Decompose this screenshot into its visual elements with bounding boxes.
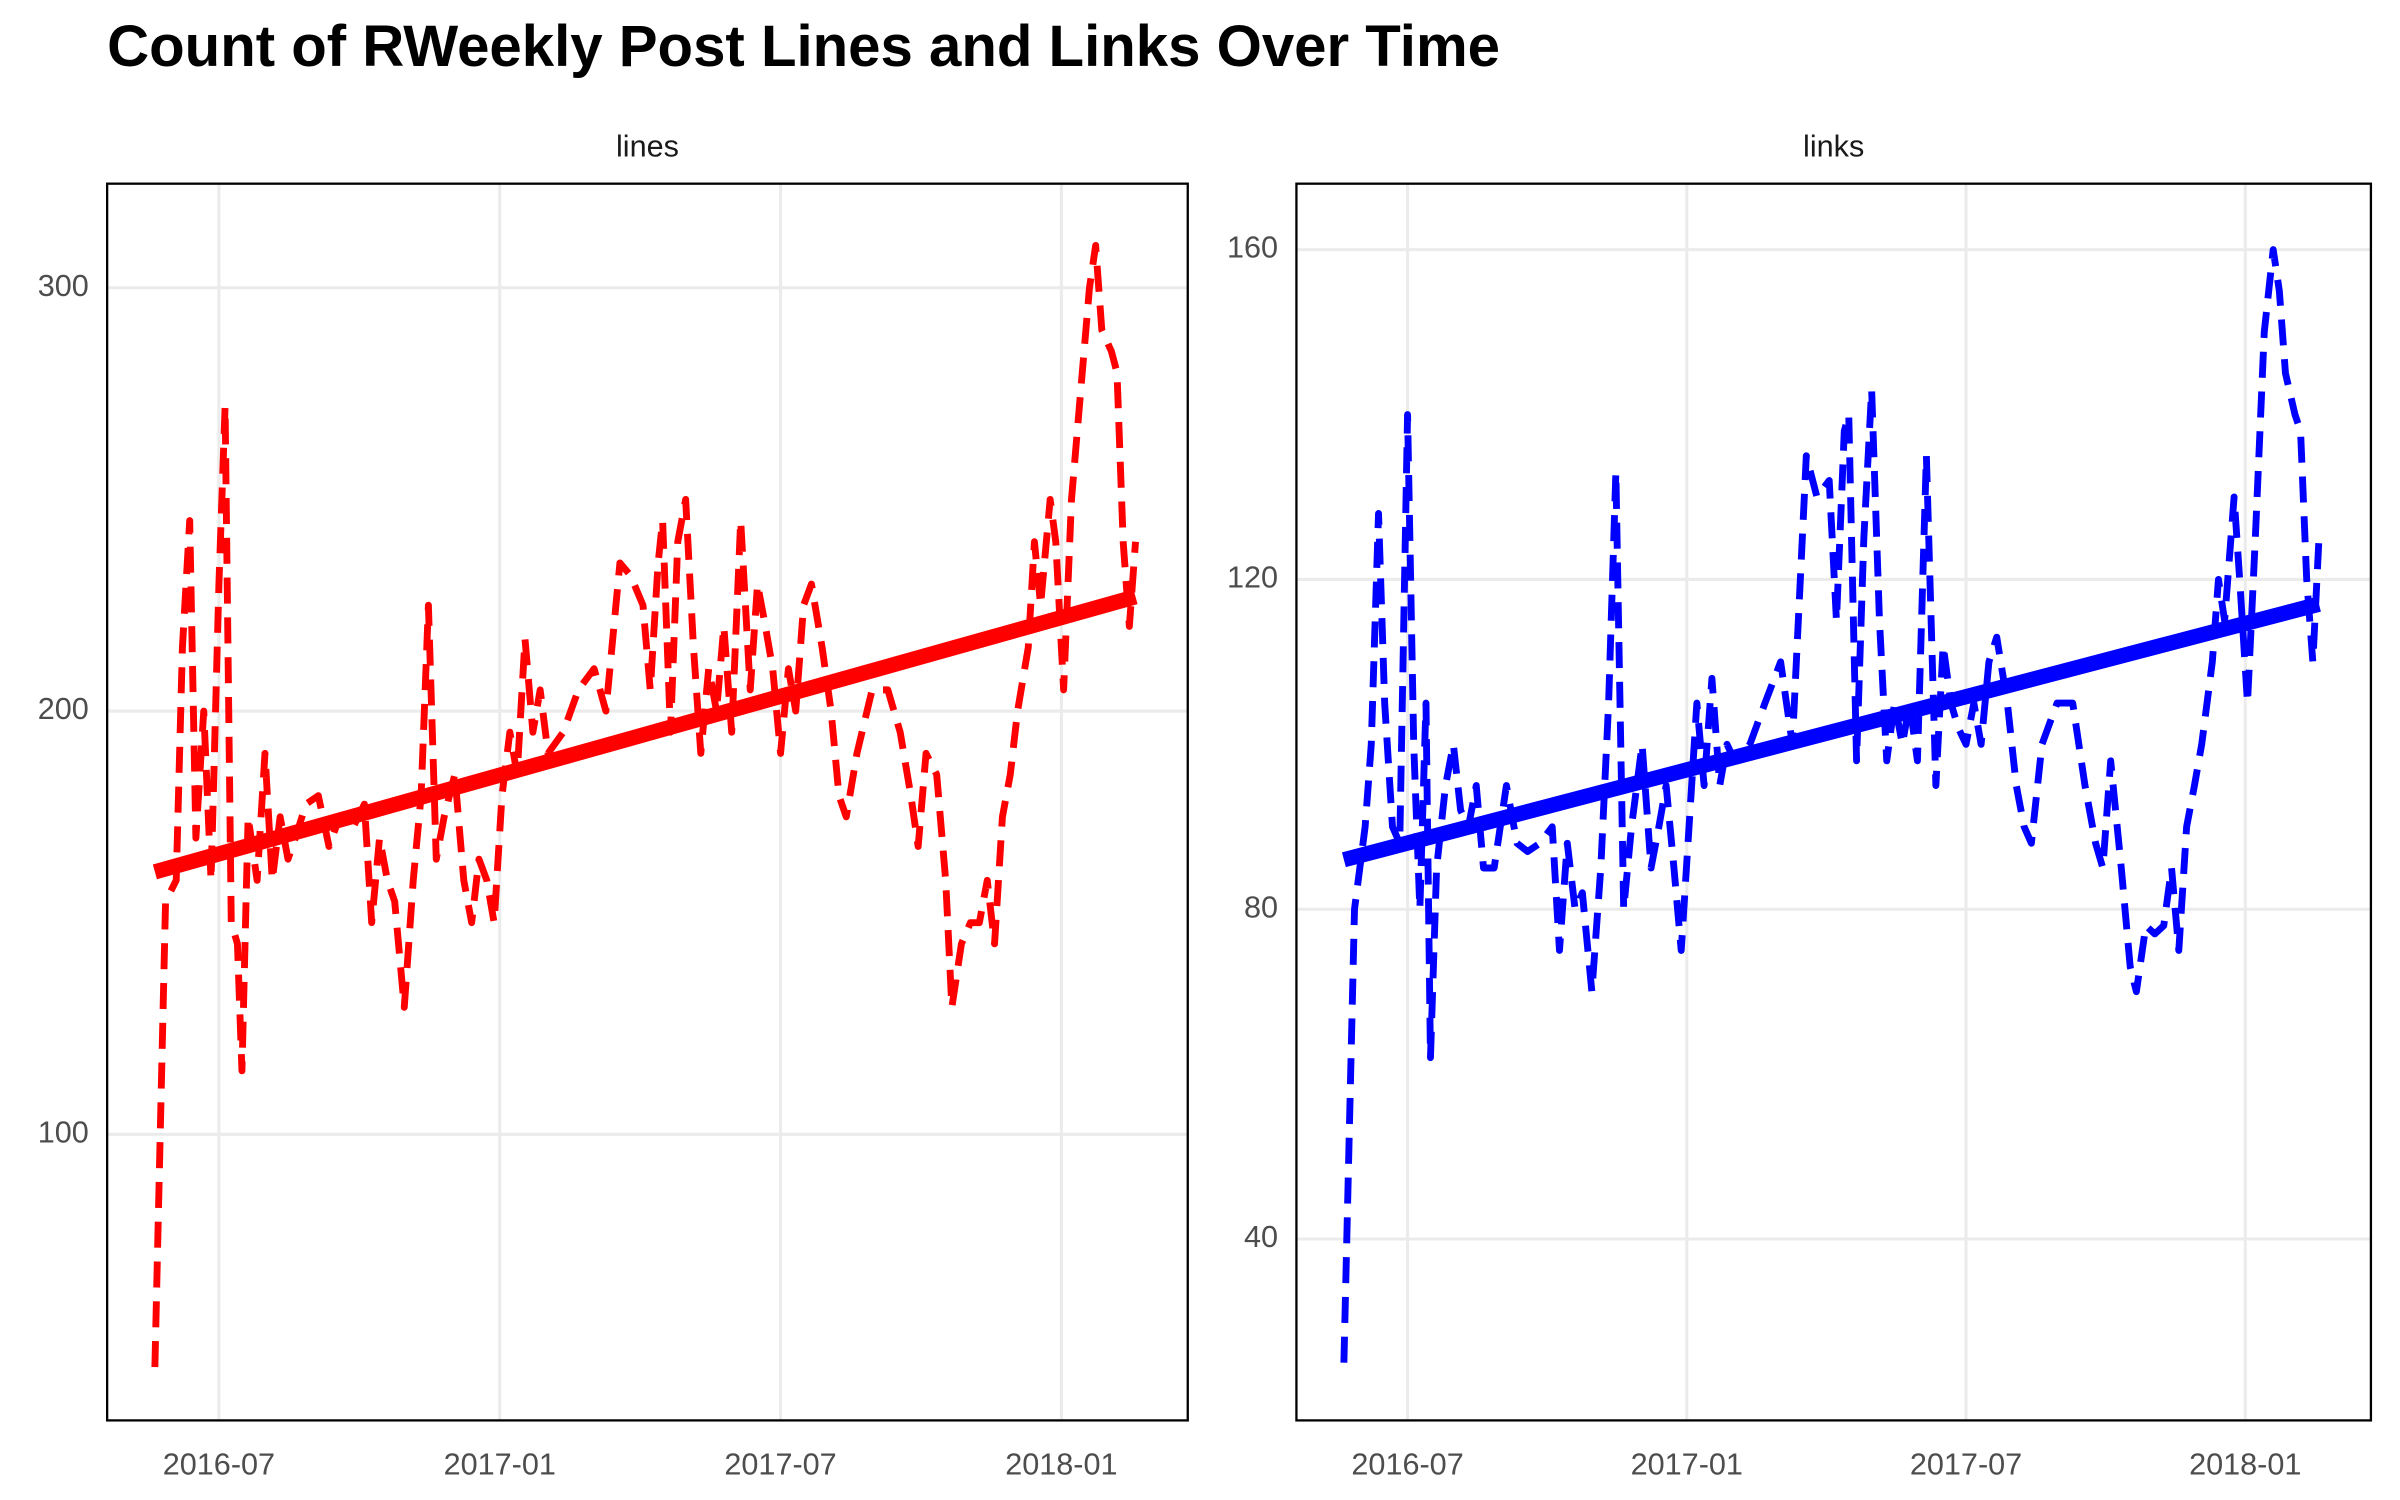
y-tick-label: 300 xyxy=(38,269,89,303)
x-tick-label: 2018-01 xyxy=(2189,1447,2301,1481)
y-tick-label: 160 xyxy=(1227,231,1278,265)
x-tick-label: 2017-01 xyxy=(1631,1447,1743,1481)
strip-label: lines xyxy=(616,130,679,164)
panel-border xyxy=(105,182,1189,1422)
trend-line xyxy=(152,589,1138,880)
data-line xyxy=(1340,246,2323,1363)
x-tick-label: 2016-07 xyxy=(163,1447,275,1481)
x-tick-label: 2017-01 xyxy=(444,1447,556,1481)
y-tick-label: 200 xyxy=(38,692,89,726)
data-line xyxy=(151,242,1139,1368)
chart-title: Count of RWeekly Post Lines and Links Ov… xyxy=(107,14,1500,79)
trend-line xyxy=(1341,596,2321,868)
x-tick-label: 2016-07 xyxy=(1351,1447,1463,1481)
y-tick-label: 120 xyxy=(1227,561,1278,595)
panel-border xyxy=(1295,182,2373,1422)
strip-label: links xyxy=(1803,130,1864,164)
y-tick-label: 80 xyxy=(1244,890,1278,924)
x-tick-label: 2018-01 xyxy=(1005,1447,1117,1481)
x-tick-label: 2017-07 xyxy=(1910,1447,2022,1481)
y-tick-label: 40 xyxy=(1244,1220,1278,1254)
x-tick-label: 2017-07 xyxy=(724,1447,836,1481)
y-tick-label: 100 xyxy=(38,1115,89,1149)
